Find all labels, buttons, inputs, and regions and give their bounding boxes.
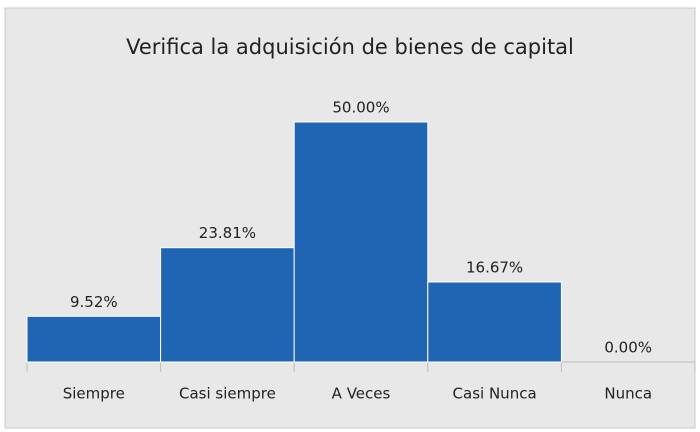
data-label: 16.67%: [466, 258, 523, 276]
data-label: 50.00%: [332, 99, 389, 117]
x-tick-label: Casi Nunca: [453, 385, 537, 403]
x-tick-label: A Veces: [332, 385, 391, 403]
x-tick-label: Nunca: [604, 385, 652, 403]
data-label: 23.81%: [199, 224, 256, 242]
bar: [293, 121, 429, 363]
bar: [427, 281, 562, 363]
chart-title: Verifica la adquisición de bienes de cap…: [126, 35, 574, 59]
bar: [26, 315, 162, 363]
x-tick-label: Siempre: [63, 385, 125, 403]
data-label: 0.00%: [604, 339, 652, 357]
x-tick-label: Casi siempre: [179, 385, 276, 403]
bar: [160, 247, 295, 363]
data-label: 9.52%: [70, 293, 118, 311]
